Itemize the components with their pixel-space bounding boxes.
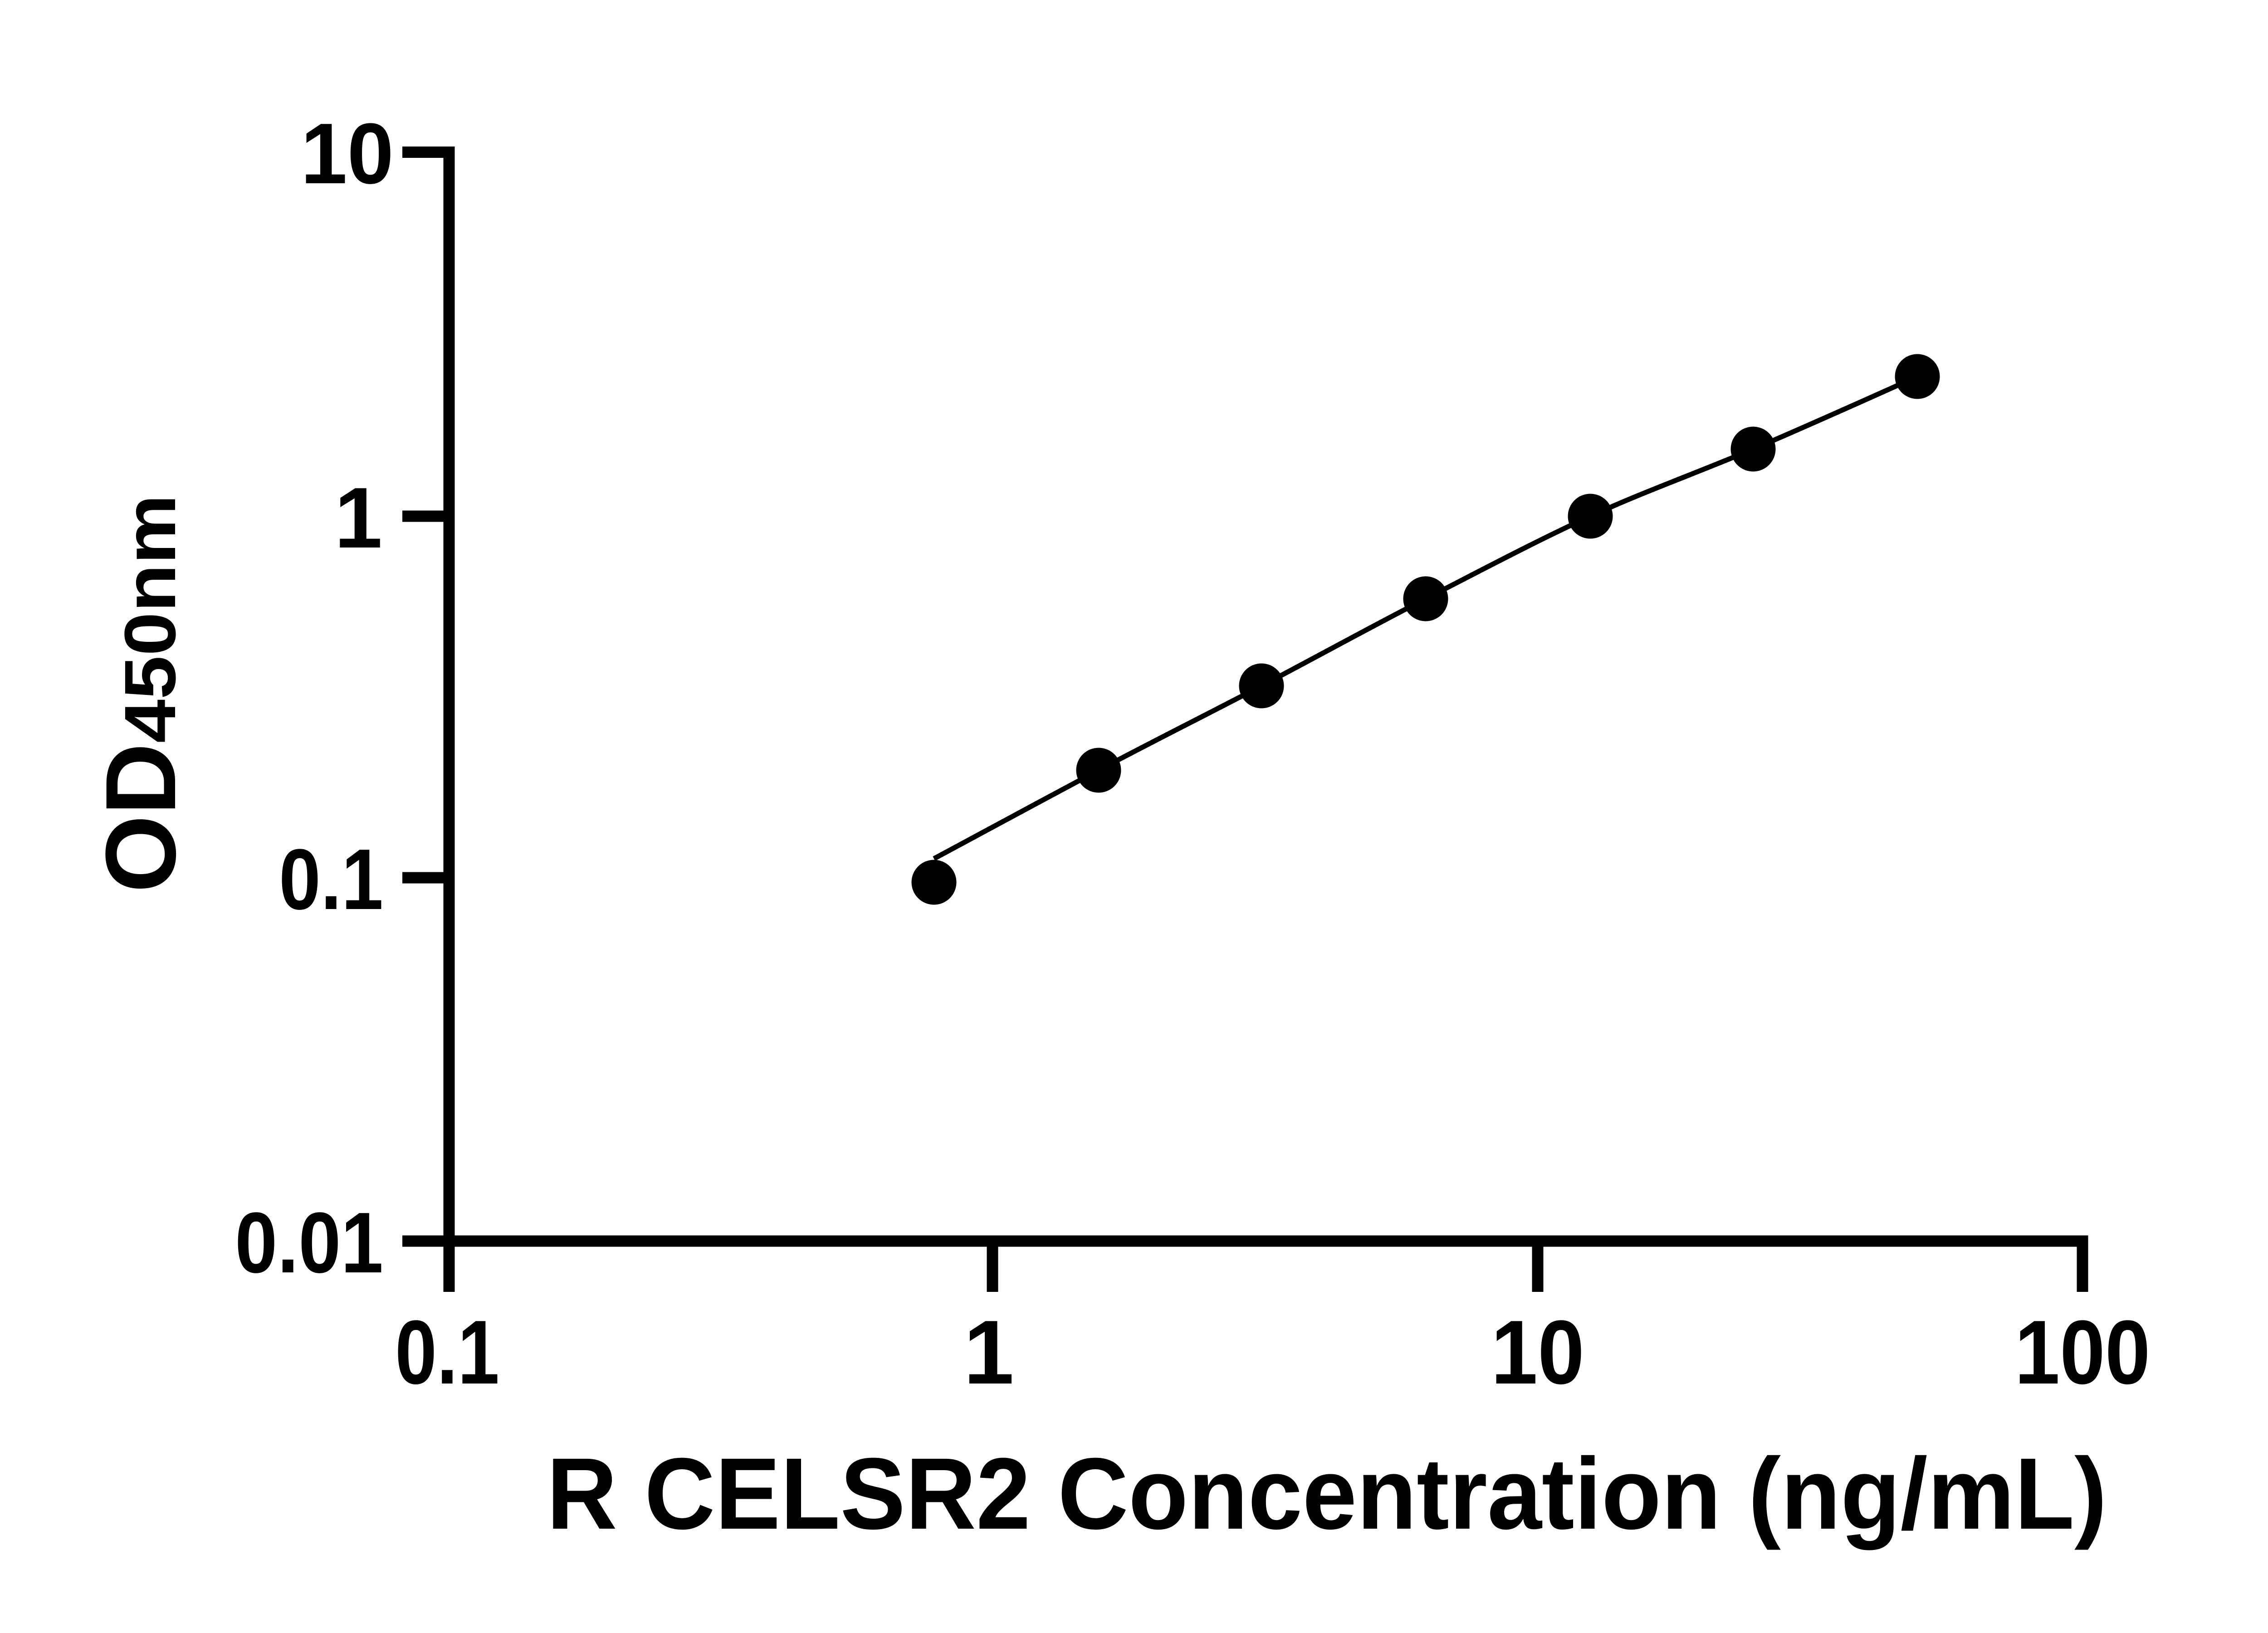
svg-text:0.01: 0.01: [235, 1195, 383, 1291]
svg-text:10: 10: [1491, 1302, 1584, 1403]
svg-text:1: 1: [963, 1302, 1014, 1403]
svg-text:100: 100: [2015, 1302, 2151, 1403]
svg-text:0.1: 0.1: [395, 1302, 499, 1403]
svg-text:0.1: 0.1: [279, 831, 383, 928]
svg-text:R CELSR2 Concentration (ng/mL): R CELSR2 Concentration (ng/mL): [547, 1437, 2107, 1550]
svg-text:10: 10: [301, 106, 394, 202]
svg-text:OD450nm: OD450nm: [85, 494, 196, 893]
svg-text:1: 1: [334, 470, 382, 566]
